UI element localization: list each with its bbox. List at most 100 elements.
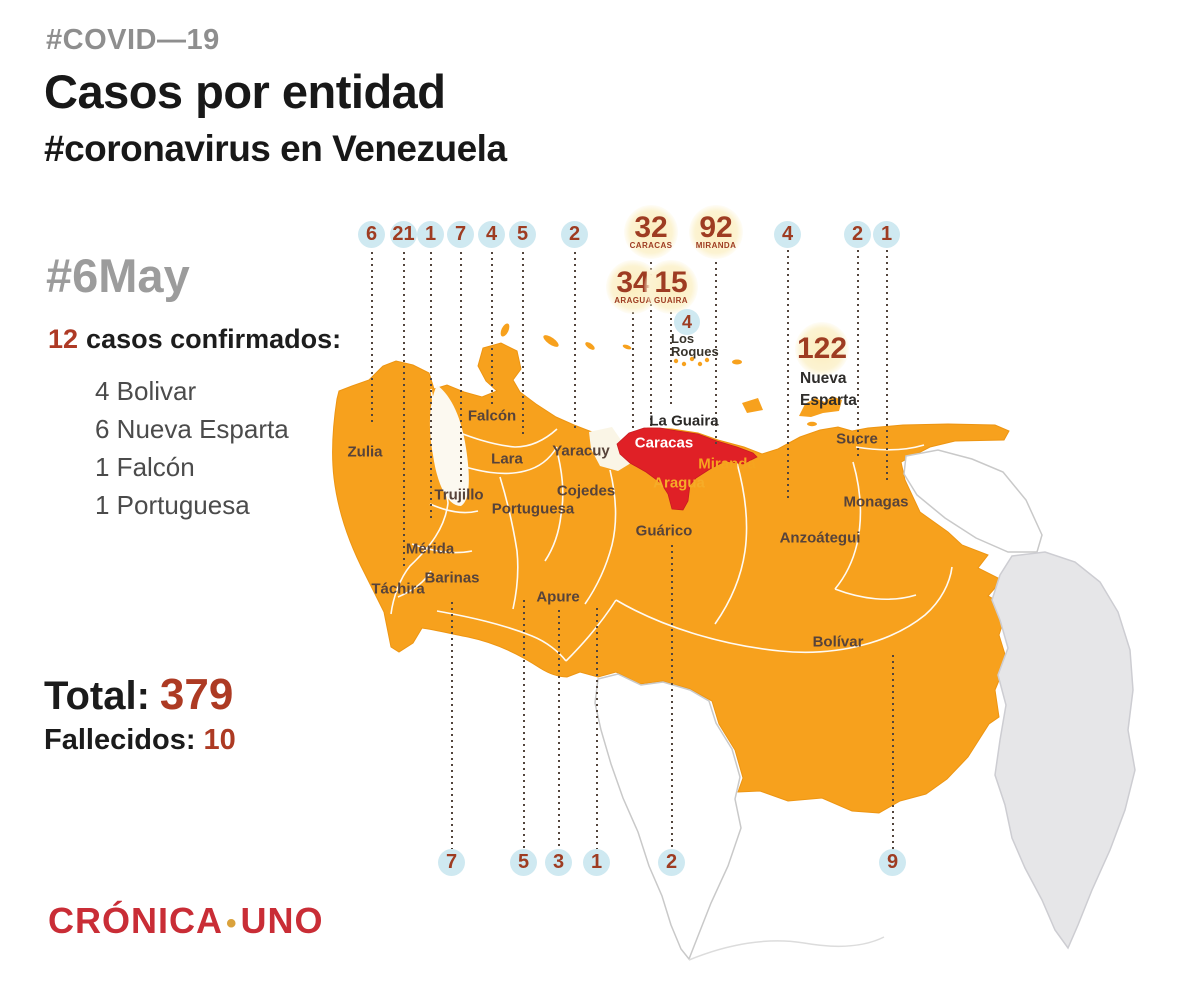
los-roques-label: Los Roques	[671, 331, 719, 359]
case-badge-top: 21	[390, 221, 417, 248]
badge-value: 92	[699, 211, 733, 244]
badge-value: 6	[365, 223, 378, 245]
callout-line	[430, 252, 432, 519]
esequibo-territory	[991, 551, 1136, 950]
case-badge-miranda: 92 MIRANDA	[689, 205, 743, 259]
state-label-portuguesa: Portuguesa	[491, 500, 575, 518]
case-badge-top: 7	[447, 221, 474, 248]
total-value: 379	[159, 670, 234, 719]
state-label-monagas: Monagas	[843, 493, 909, 511]
callout-line	[787, 250, 789, 500]
page-title: Casos por entidad	[44, 65, 446, 118]
logo-dot-icon: •	[226, 907, 238, 940]
badge-value: 7	[454, 223, 467, 245]
badge-value: 15	[654, 266, 688, 299]
state-label-caracas: Caracas	[634, 434, 694, 452]
case-badge-bottom: 5	[510, 849, 537, 876]
callout-line	[574, 252, 576, 432]
deaths-value: 10	[203, 724, 236, 756]
amazonas-state	[594, 673, 742, 961]
badge-value: 5	[517, 851, 530, 873]
page-subtitle: #coronavirus en Venezuela	[44, 128, 507, 169]
state-label-lara: Lara	[491, 450, 523, 468]
date-label: #6May	[46, 249, 190, 302]
state-label-cojedes: Cojedes	[556, 482, 616, 500]
list-item: 1 Falcón	[95, 452, 195, 482]
badge-value: 2	[665, 851, 678, 873]
cronica-uno-logo: CRÓNICA •UNO	[48, 900, 324, 942]
callout-line	[371, 252, 373, 426]
case-badge-bottom: 2	[658, 849, 685, 876]
state-label-falcon: Falcón	[467, 407, 517, 425]
callout-line	[632, 312, 634, 428]
confirmed-count: 12	[48, 324, 79, 354]
tortuga-island	[742, 398, 763, 413]
state-label-anzoategui: Anzoátegui	[779, 529, 861, 547]
case-badge-top: 6	[358, 221, 385, 248]
case-badge-bottom: 9	[879, 849, 906, 876]
lake-maracaibo	[429, 385, 469, 506]
confirmed-cases-heading: 12 casos confirmados:	[48, 324, 341, 355]
list-item: 4 Bolivar	[95, 376, 197, 406]
badge-label: MIRANDA	[695, 241, 737, 250]
callout-line	[460, 252, 462, 486]
state-label-guarico: Guárico	[635, 522, 693, 540]
state-label-trujillo: Trujillo	[434, 486, 484, 504]
case-badge-los-roques: 4	[674, 309, 700, 335]
state-label-barinas: Barinas	[424, 569, 480, 587]
carabobo-state	[589, 427, 631, 471]
state-label-bolivar: Bolívar	[812, 633, 864, 651]
state-label-yaracuy: Yaracuy	[552, 442, 610, 460]
callout-line	[491, 252, 493, 406]
case-badge-bottom: 1	[583, 849, 610, 876]
callout-line	[596, 608, 598, 849]
delta-amacuro-state	[903, 449, 1043, 553]
state-label-zulia: Zulia	[347, 443, 383, 461]
case-badge-top: 1	[873, 221, 900, 248]
case-badge-top: 4	[478, 221, 505, 248]
case-badge-top: 4	[774, 221, 801, 248]
capital-region-red	[616, 427, 758, 511]
badge-label: CARACAS	[629, 241, 673, 250]
case-badge-bottom: 7	[438, 849, 465, 876]
badge-value: 1	[424, 223, 437, 245]
badge-value: 4	[485, 223, 498, 245]
badge-value: 1	[880, 223, 893, 245]
covid-hashtag: #COVID—19	[46, 24, 220, 56]
callout-line	[670, 312, 672, 408]
case-badge-top: 2	[561, 221, 588, 248]
callout-line	[558, 610, 560, 849]
case-badge-top: 2	[844, 221, 871, 248]
list-item: 6 Nueva Esparta	[95, 414, 289, 444]
callout-line	[892, 655, 894, 849]
case-badge-top: 1	[417, 221, 444, 248]
logo-word-cronica: CRÓNICA	[48, 900, 223, 941]
brazil-border-line	[688, 936, 885, 961]
case-badge-caracas: 32 CARACAS	[624, 205, 678, 259]
state-label-sucre: Sucre	[836, 430, 878, 448]
confirmed-label: casos confirmados:	[86, 324, 342, 354]
badge-value: 5	[516, 223, 529, 245]
state-label-miranda: Miranda	[698, 455, 756, 473]
deaths: Fallecidos: 10	[44, 724, 236, 757]
badge-value: 9	[886, 851, 899, 873]
badge-value: 3	[552, 851, 565, 873]
callout-line	[715, 262, 717, 444]
nueva-esparta-label: Nueva Esparta	[800, 370, 857, 409]
callout-line	[857, 250, 859, 456]
margarita-island	[799, 396, 842, 417]
state-label-la-guaira: La Guaira	[649, 412, 719, 430]
callout-line	[522, 252, 524, 438]
badge-label: GUAIRA	[654, 296, 688, 305]
case-badge-nueva-esparta: 122	[795, 322, 849, 376]
total-cases: Total: 379	[44, 670, 233, 720]
list-item: 1 Portuguesa	[95, 490, 250, 520]
deaths-label: Fallecidos:	[44, 724, 196, 756]
state-borders	[390, 388, 953, 662]
state-label-apure: Apure	[536, 588, 580, 606]
state-label-merida: Mérida	[405, 540, 455, 558]
badge-value: 1	[590, 851, 603, 873]
state-label-tachira: Táchira	[371, 580, 425, 598]
